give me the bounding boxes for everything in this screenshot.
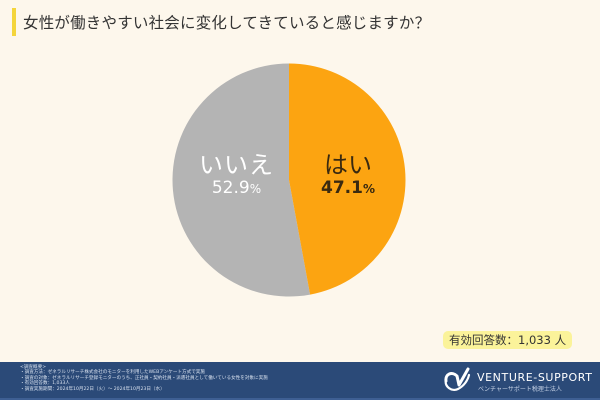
slice-label-yes: はい 47.1% (321, 152, 375, 199)
pie-slice-no (172, 63, 311, 297)
pie-slice-yes (289, 63, 406, 295)
survey-line: ・有効回答数：1,033人 (20, 381, 70, 387)
slice-label-no: いいえ 52.9% (199, 152, 274, 199)
footer-bottom-strip (0, 398, 600, 400)
slice-no-value: 52.9 (211, 178, 250, 198)
response-count-badge: 有効回答数：1,033 人 (443, 331, 573, 349)
brand-subtitle: ベンチャーサポート税理士法人 (478, 386, 562, 393)
survey-line: ・調査実施期間：2024年10月22日（火）〜 2024年10月23日（水） (20, 386, 165, 392)
brand-name: VENTURE-SUPPORT (477, 371, 593, 384)
slice-label-yes-percent: 47.1% (321, 179, 375, 199)
footer: <調査概要> ・調査方法：ゼネラルリサーチ株式会社のモニターを利用したWEBアン… (0, 362, 600, 400)
slice-label-no-name: いいえ (199, 151, 274, 179)
venture-support-logo-icon (444, 367, 471, 391)
slice-label-no-percent: 52.9% (199, 179, 274, 199)
survey-outline: <調査概要> ・調査方法：ゼネラルリサーチ株式会社のモニターを利用したWEBアン… (20, 365, 268, 392)
pie-svg (172, 63, 406, 297)
chart-title: 女性が働きやすい社会に変化してきていると感じますか？ (23, 14, 431, 32)
title-accent-bar (12, 8, 16, 36)
percent-sign: % (249, 182, 262, 196)
survey-line: ・調査の対象：ゼネラルリサーチ登録モニターのうち、正社員・契約社員・派遣社員とし… (20, 375, 268, 381)
percent-sign: % (362, 182, 375, 196)
slice-label-yes-name: はい (323, 151, 372, 179)
survey-line: <調査概要> (20, 365, 47, 370)
survey-line: ・調査方法：ゼネラルリサーチ株式会社のモニターを利用したWEBアンケート方式で実… (20, 370, 205, 376)
chart-title-bar: 女性が働きやすい社会に変化してきていると感じますか？ (12, 8, 430, 36)
pie-chart (172, 63, 406, 297)
slice-yes-value: 47.1 (321, 178, 363, 198)
